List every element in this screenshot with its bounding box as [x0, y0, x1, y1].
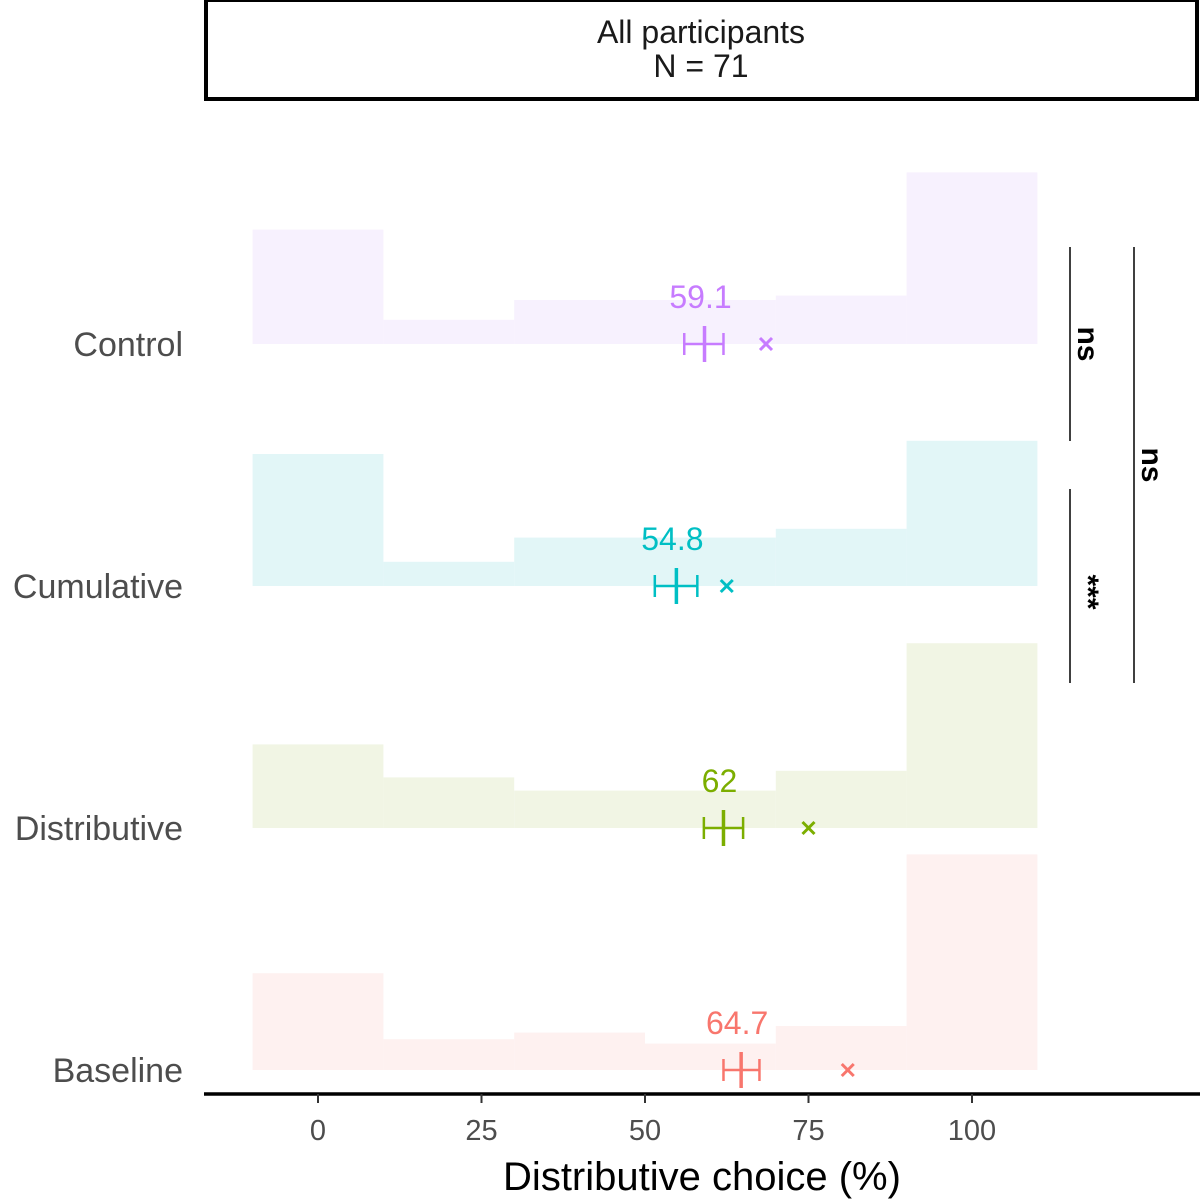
x-tick-label-0: 0	[310, 1115, 326, 1147]
significance-brackets: ns *** ns	[1069, 247, 1168, 683]
comparison-label-0: ns	[1071, 326, 1104, 361]
histogram-bar-distributive-0	[252, 744, 384, 828]
comparison-label-1: ***	[1071, 574, 1104, 609]
y-label-distributive: Distributive	[15, 810, 183, 848]
facet-subtitle: N = 71	[653, 48, 748, 84]
x-axis: 0 25 50 75 100	[204, 1092, 1200, 1147]
histogram-bar-control-2	[514, 300, 645, 344]
y-label-cumulative: Cumulative	[13, 568, 183, 606]
histogram-bar-control-3	[645, 300, 776, 344]
comparison-label-2: ns	[1135, 447, 1168, 482]
histogram-bar-baseline-4	[775, 1026, 907, 1070]
facet-title: All participants	[597, 14, 805, 50]
histogram-bar-control-4	[775, 295, 907, 344]
median-cross-stroke-b-baseline	[840, 1062, 855, 1078]
histogram-bar-cumulative-4	[775, 528, 907, 586]
x-tick-label-50: 50	[629, 1115, 661, 1147]
median-cross-control	[758, 336, 774, 352]
histogram-bar-cumulative-2	[514, 537, 645, 586]
mean-label-distributive: 62	[702, 763, 738, 799]
histogram-bar-cumulative-0	[252, 454, 384, 586]
mean-label-baseline: 64.7	[706, 1005, 768, 1041]
facet-strip: All participants N = 71	[204, 0, 1199, 101]
mean-label-control: 59.1	[669, 279, 731, 315]
histogram-layer	[252, 172, 1038, 1070]
y-label-baseline: Baseline	[53, 1052, 183, 1090]
histogram-bar-baseline-2	[514, 1032, 645, 1070]
x-tick-label-75: 75	[792, 1115, 824, 1147]
x-tick-label-100: 100	[948, 1115, 996, 1147]
histogram-bar-control-0	[252, 229, 384, 344]
histogram-bar-baseline-3	[645, 1043, 776, 1070]
mean-label-cumulative: 54.8	[641, 521, 703, 557]
histogram-bar-baseline-1	[383, 1039, 515, 1070]
histogram-bar-control-5	[906, 172, 1038, 344]
histogram-bar-distributive-5	[906, 643, 1038, 828]
histogram-bar-control-1	[383, 319, 515, 344]
histogram-bar-distributive-3	[645, 790, 776, 828]
histogram-bar-cumulative-5	[906, 440, 1038, 586]
median-cross-stroke-b-control	[758, 336, 774, 352]
median-cross-distributive	[801, 820, 816, 836]
x-axis-title: Distributive choice (%)	[503, 1155, 901, 1199]
histogram-bar-cumulative-3	[645, 537, 776, 586]
x-tick-label-25: 25	[465, 1115, 497, 1147]
histogram-bar-distributive-1	[383, 777, 515, 828]
median-cross-baseline	[840, 1062, 855, 1078]
median-cross-stroke-b-cumulative	[719, 578, 734, 594]
y-label-control: Control	[73, 326, 183, 364]
y-axis-labels: Control Cumulative Distributive Baseline	[13, 326, 183, 1090]
facet-strip-box	[204, 0, 1199, 101]
median-cross-stroke-b-distributive	[801, 820, 816, 836]
histogram-bar-distributive-4	[775, 770, 907, 828]
marker-layer: 59.1 54.8 62 64.7	[641, 279, 855, 1088]
histogram-bar-baseline-0	[252, 973, 384, 1070]
histogram-bar-distributive-2	[514, 790, 645, 828]
histogram-bar-cumulative-1	[383, 561, 515, 586]
median-cross-cumulative	[719, 578, 734, 594]
histogram-bar-baseline-5	[906, 854, 1038, 1070]
